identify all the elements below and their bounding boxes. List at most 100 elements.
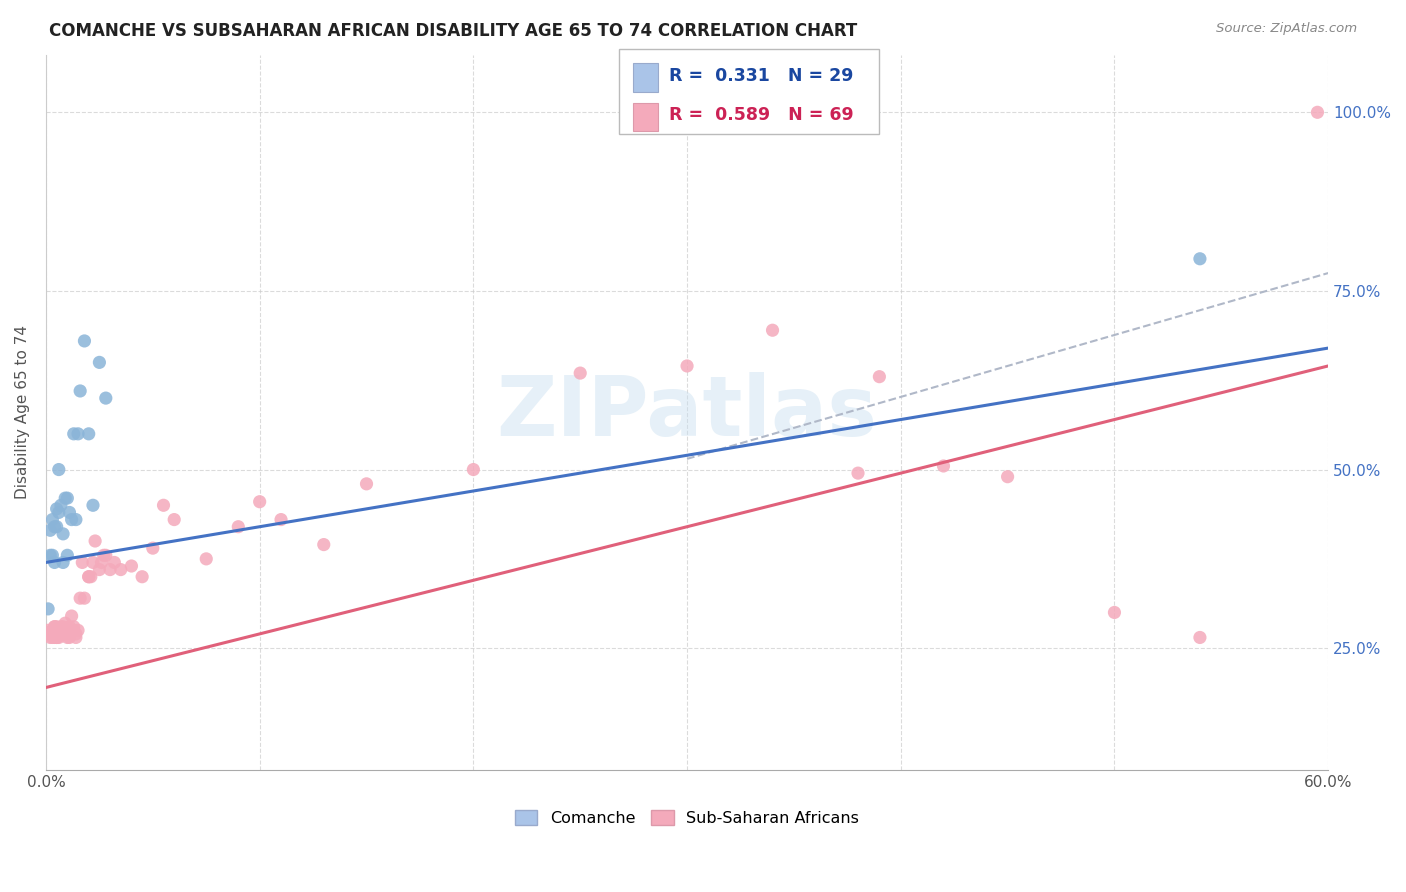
Point xyxy=(73,591,96,606)
Point xyxy=(60,609,83,624)
Point xyxy=(60,624,83,638)
Point xyxy=(52,620,75,634)
Point xyxy=(52,627,75,641)
Point xyxy=(39,631,62,645)
Text: COMANCHE VS SUBSAHARAN AFRICAN DISABILITY AGE 65 TO 74 CORRELATION CHART: COMANCHE VS SUBSAHARAN AFRICAN DISABILIT… xyxy=(49,22,858,40)
Point xyxy=(312,538,335,552)
Point xyxy=(676,359,699,373)
Point xyxy=(94,391,117,405)
Text: Source: ZipAtlas.com: Source: ZipAtlas.com xyxy=(1216,22,1357,36)
Point xyxy=(163,512,186,526)
Y-axis label: Disability Age 65 to 74: Disability Age 65 to 74 xyxy=(15,326,30,500)
Point xyxy=(89,563,111,577)
Point xyxy=(45,631,67,645)
Point xyxy=(62,624,84,638)
Point xyxy=(932,458,955,473)
Point xyxy=(41,631,63,645)
Point xyxy=(41,549,63,563)
Point xyxy=(45,519,67,533)
Point xyxy=(48,505,70,519)
Point xyxy=(152,498,174,512)
Point xyxy=(37,624,59,638)
Point xyxy=(48,462,70,476)
Point xyxy=(1188,252,1211,266)
Point xyxy=(39,549,62,563)
Point xyxy=(58,505,80,519)
Point xyxy=(249,494,271,508)
Point xyxy=(65,631,87,645)
Point xyxy=(142,541,165,556)
Point xyxy=(84,534,107,549)
Point xyxy=(52,527,75,541)
Point xyxy=(846,466,869,480)
Point xyxy=(45,620,67,634)
Point xyxy=(48,631,70,645)
Point xyxy=(72,556,94,570)
Point xyxy=(53,616,76,631)
Point xyxy=(53,627,76,641)
Point xyxy=(1306,105,1329,120)
Point xyxy=(41,624,63,638)
Point xyxy=(56,624,79,638)
Point xyxy=(89,355,111,369)
Point xyxy=(120,559,142,574)
Point xyxy=(41,512,63,526)
Point xyxy=(77,570,100,584)
Point xyxy=(52,556,75,570)
Point xyxy=(569,366,592,380)
Point xyxy=(62,620,84,634)
Point xyxy=(62,426,84,441)
Point xyxy=(56,631,79,645)
Point xyxy=(39,627,62,641)
Point xyxy=(45,501,67,516)
Point xyxy=(44,631,66,645)
Point xyxy=(131,570,153,584)
Point xyxy=(94,549,117,563)
Point xyxy=(73,334,96,348)
Point xyxy=(44,620,66,634)
Point xyxy=(82,498,104,512)
Point xyxy=(53,491,76,505)
Point xyxy=(69,384,91,398)
Point xyxy=(90,556,112,570)
Legend: Comanche, Sub-Saharan Africans: Comanche, Sub-Saharan Africans xyxy=(515,810,859,826)
Point xyxy=(82,556,104,570)
Point xyxy=(58,631,80,645)
Point xyxy=(56,549,79,563)
Point xyxy=(60,512,83,526)
Point xyxy=(868,369,890,384)
Point xyxy=(58,620,80,634)
Point xyxy=(48,624,70,638)
Point xyxy=(44,620,66,634)
Point xyxy=(103,556,125,570)
Point xyxy=(80,570,103,584)
Point xyxy=(49,627,72,641)
Point xyxy=(98,563,121,577)
Point xyxy=(226,519,249,533)
Point xyxy=(761,323,783,337)
Point xyxy=(356,476,378,491)
Point xyxy=(49,620,72,634)
Point xyxy=(49,627,72,641)
Point xyxy=(37,602,59,616)
Point xyxy=(270,512,292,526)
Point xyxy=(66,426,89,441)
Point xyxy=(1104,606,1126,620)
Point xyxy=(77,570,100,584)
Point xyxy=(195,552,218,566)
Point xyxy=(48,627,70,641)
Point xyxy=(66,624,89,638)
Point xyxy=(65,627,87,641)
Point xyxy=(65,512,87,526)
Text: R =  0.589   N = 69: R = 0.589 N = 69 xyxy=(669,106,853,124)
Point xyxy=(39,523,62,537)
Point xyxy=(997,469,1019,483)
Point xyxy=(110,563,132,577)
Point xyxy=(56,491,79,505)
Point xyxy=(93,549,115,563)
Text: ZIPatlas: ZIPatlas xyxy=(496,372,877,453)
Point xyxy=(463,462,485,476)
Point xyxy=(77,426,100,441)
Point xyxy=(49,498,72,512)
Point xyxy=(45,631,67,645)
